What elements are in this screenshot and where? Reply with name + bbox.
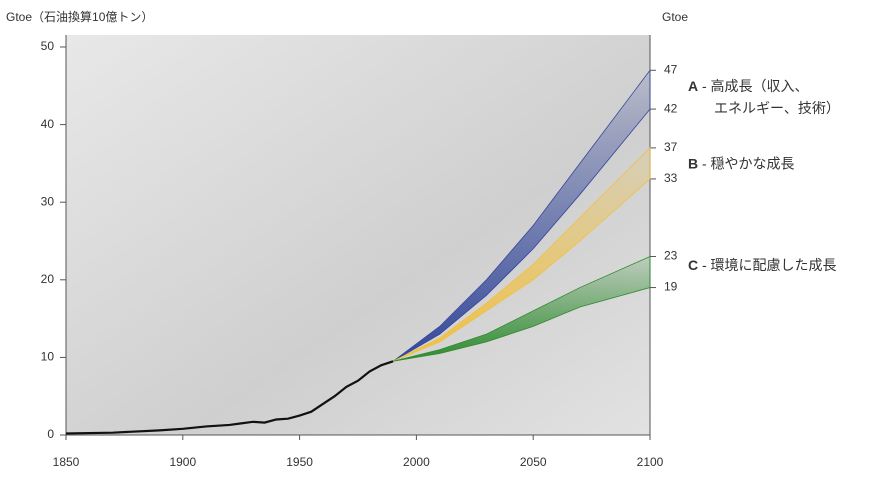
x-tick-label: 1950 (286, 455, 313, 469)
x-tick-label: 2050 (520, 455, 547, 469)
y2-tick-label: 47 (664, 62, 678, 76)
y2-axis-label: Gtoe (662, 10, 688, 24)
y2-tick-label: 33 (664, 171, 678, 185)
page: {"chart_data": { "type": "line", "y_labe… (0, 0, 877, 472)
y2-tick-label: 37 (664, 140, 678, 154)
y2-tick-label: 42 (664, 101, 678, 115)
legend-label: - 穏やかな成長 (702, 156, 795, 172)
x-tick-label: 2100 (637, 455, 664, 469)
y2-tick-label: 19 (664, 280, 678, 294)
y-tick-label: 30 (41, 194, 55, 208)
legend-letter: B (688, 156, 698, 172)
chart: Gtoe（石油換算10億トン） Gtoe 0 10 20 30 40 50 1850 1900… (0, 0, 877, 472)
y-tick-label: 50 (41, 39, 55, 53)
y2-tick-label: 23 (664, 249, 678, 263)
x-tick-label: 2000 (403, 455, 430, 469)
legend-label: エネルギー、技術） (714, 100, 840, 116)
y-tick-label: 10 (41, 350, 55, 364)
y-tick-label: 0 (47, 427, 54, 441)
x-tick-label: 1900 (169, 455, 196, 469)
x-tick-label: 1850 (53, 455, 80, 469)
legend-letter: C (688, 257, 698, 273)
y-tick-label: 40 (41, 117, 55, 131)
y-axis-label: Gtoe（石油換算10億トン） (6, 9, 153, 24)
legend-label: - 高成長（収入、 (702, 78, 809, 94)
legend-letter: A (688, 78, 698, 94)
y-tick-label: 20 (41, 272, 55, 286)
legend-label: - 環境に配慮した成長 (702, 257, 837, 273)
